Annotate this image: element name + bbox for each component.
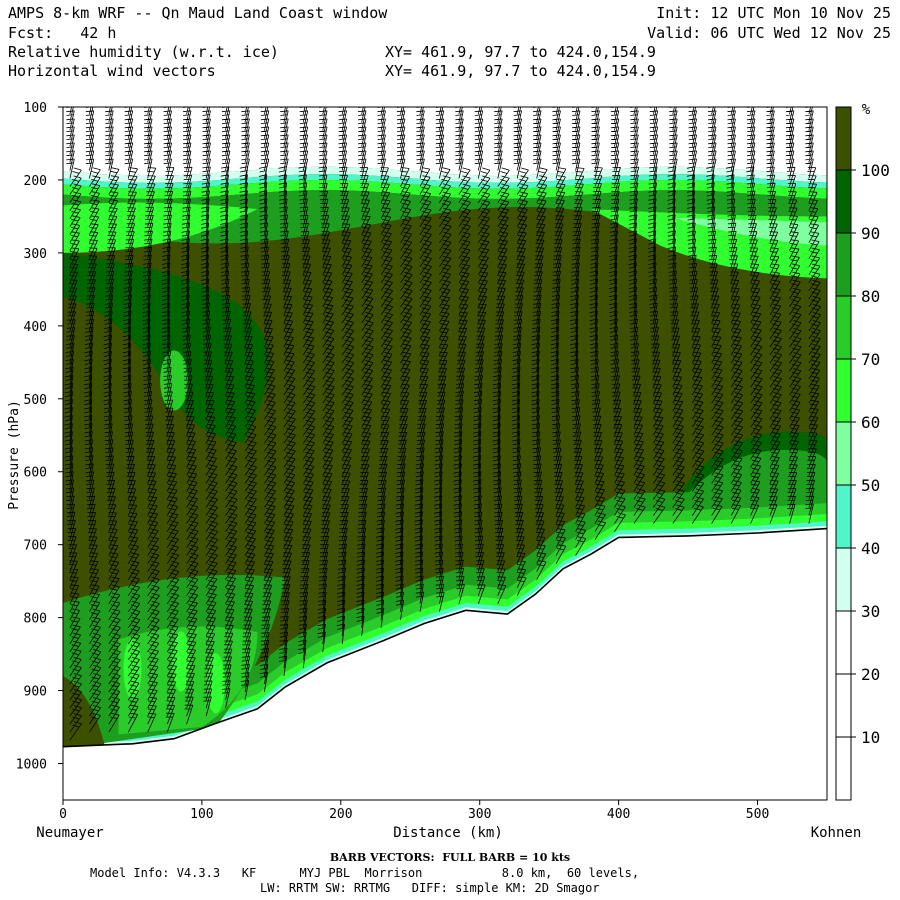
x-tick-label-5: 500 <box>746 807 769 822</box>
x-start-label: Neumayer <box>36 825 103 841</box>
rh-lowleft-70-1 <box>172 631 191 692</box>
y-tick-label-3: 400 <box>24 320 47 335</box>
y-tick-label-4: 500 <box>24 393 47 408</box>
axes: 100 200 300 400 500 600 700 800 900 1000 0 100 200 30… <box>16 101 770 822</box>
y-tick-label-2: 300 <box>24 247 47 262</box>
rh-band-dry-upper <box>63 107 827 176</box>
y-tick-label-9: 1000 <box>16 758 47 773</box>
x-axis-label: Distance (km) <box>393 825 503 841</box>
colorbar-swatch-2 <box>836 611 851 674</box>
x-tick-label-0: 0 <box>59 807 67 822</box>
terrain-surface-line <box>62 527 828 748</box>
x-tick-label-1: 100 <box>190 807 213 822</box>
rh-lowleft-70-0 <box>123 638 142 699</box>
chart-title: AMPS 8-km WRF -- Qn Maud Land Coast wind… <box>8 4 388 22</box>
colorbar: 10 20 30 40 50 60 70 80 90 100 <box>835 106 890 801</box>
x-tick-label-2: 200 <box>329 807 352 822</box>
colorbar-swatch-3 <box>836 548 851 611</box>
rh-lowleft-dark <box>63 675 105 748</box>
field-label-rh: Relative humidity (w.r.t. ice) <box>8 43 279 61</box>
colorbar-swatch-1 <box>836 674 851 737</box>
y-tick-label-7: 800 <box>24 612 47 627</box>
wind-barb-paths <box>64 107 821 741</box>
colorbar-swatch-10 <box>836 107 851 170</box>
colorbar-label-0: 10 <box>861 728 880 747</box>
colorbar-swatch-5 <box>836 422 851 485</box>
section-coords-1: XY= 461.9, 97.7 to 424.0,154.9 <box>385 43 656 61</box>
y-axis-label: Pressure (hPa) <box>7 400 22 510</box>
x-end-label: Kohnen <box>811 825 862 841</box>
colorbar-label-9: 100 <box>861 161 890 180</box>
colorbar-label-2: 30 <box>861 602 880 621</box>
colorbar-swatch-9 <box>836 170 851 233</box>
terrain-fill <box>63 528 827 800</box>
barb-note: BARB VECTORS: FULL BARB = 10 kts <box>329 851 571 864</box>
plot-frame <box>62 106 828 801</box>
colorbar-swatch-6 <box>836 359 851 422</box>
rh-sfc-80 <box>63 503 827 749</box>
colorbar-label-6: 70 <box>861 350 880 369</box>
colorbar-label-7: 80 <box>861 287 880 306</box>
colorbar-label-3: 40 <box>861 539 880 558</box>
model-info: Model Info: V4.3.3 KF MYJ PBL Morrison 8… <box>90 866 640 880</box>
x-tick-label-4: 400 <box>607 807 630 822</box>
valid-time: Valid: 06 UTC Wed 12 Nov 25 <box>647 24 891 42</box>
init-time: Init: 12 UTC Mon 10 Nov 25 <box>656 4 891 22</box>
field-label-wind: Horizontal wind vectors <box>8 62 216 80</box>
colorbar-swatch-8 <box>836 233 851 296</box>
y-tick-label-6: 700 <box>24 539 47 554</box>
y-tick-label-0: 100 <box>24 101 47 116</box>
colorbar-swatch-7 <box>836 296 851 359</box>
rh-patch-80-mid <box>160 350 189 411</box>
forecast-hour: Fcst: 42 h <box>8 24 117 42</box>
x-tick-label-3: 300 <box>468 807 491 822</box>
section-coords-2: XY= 461.9, 97.7 to 424.0,154.9 <box>385 62 656 80</box>
colorbar-frame <box>835 106 852 801</box>
colorbar-swatch-4 <box>836 485 851 548</box>
colorbar-unit: % <box>862 102 871 118</box>
y-tick-label-8: 900 <box>24 685 47 700</box>
colorbar-label-5: 60 <box>861 413 880 432</box>
colorbar-label-1: 20 <box>861 665 880 684</box>
y-tick-label-5: 600 <box>24 466 47 481</box>
colorbar-label-4: 50 <box>861 476 880 495</box>
colorbar-label-8: 90 <box>861 224 880 243</box>
colorbar-swatch-0 <box>836 737 851 800</box>
wind-barbs <box>64 107 821 741</box>
y-tick-label-1: 200 <box>24 174 47 189</box>
physics-info: LW: RRTM SW: RRTMG DIFF: simple KM: 2D S… <box>260 881 600 895</box>
